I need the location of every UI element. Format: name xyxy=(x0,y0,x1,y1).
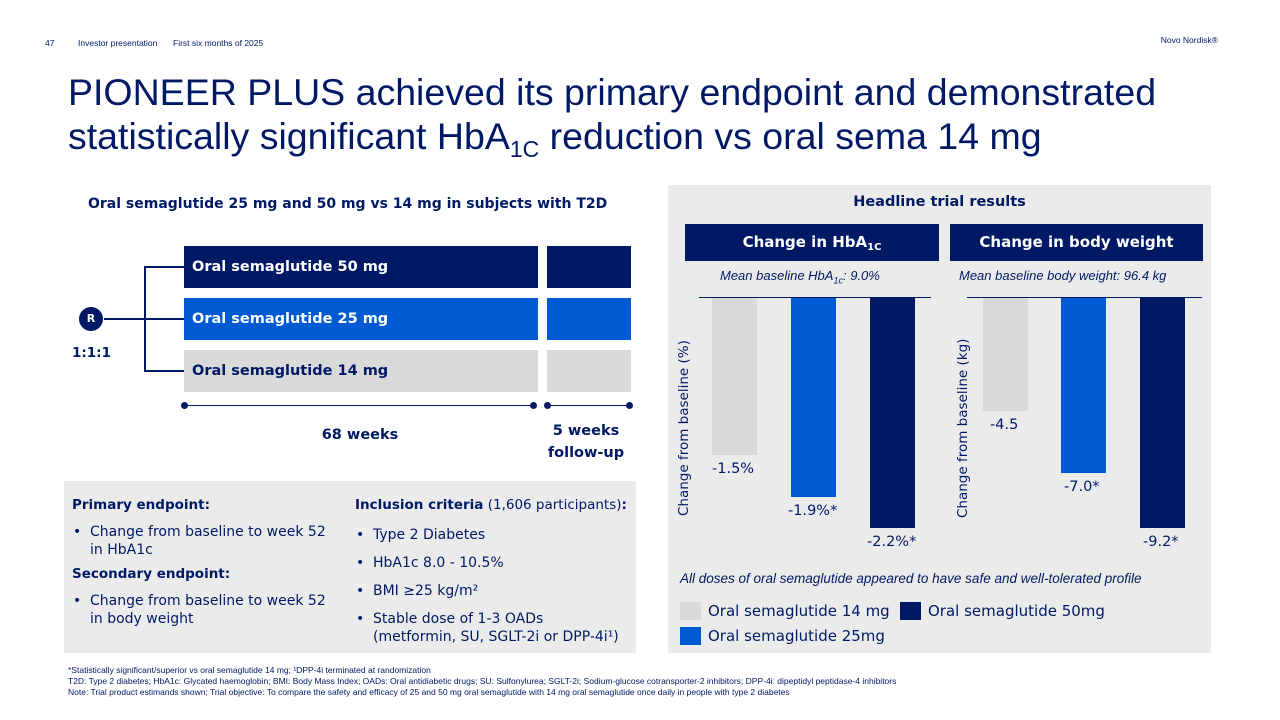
legend-item-25mg: Oral semaglutide 25mg xyxy=(680,627,885,645)
legend-label-25mg: Oral semaglutide 25mg xyxy=(708,627,885,645)
hba1c-baseline-pre: Mean baseline HbA xyxy=(720,268,834,283)
legend-swatch-25mg xyxy=(680,627,701,645)
bar-1 xyxy=(791,298,836,497)
timeline-followup xyxy=(548,405,630,406)
presentation-label: Investor presentation xyxy=(78,38,158,48)
bar-2 xyxy=(1140,298,1185,528)
legend-swatch-14mg xyxy=(680,602,701,620)
followup-14mg xyxy=(547,350,631,392)
hba1c-y-axis-label: Change from baseline (%) xyxy=(676,340,692,516)
page-title: PIONEER PLUS achieved its primary endpoi… xyxy=(68,70,1228,171)
timeline-dot xyxy=(181,402,188,409)
bar-data-label: -9.2* xyxy=(1143,534,1179,550)
bar-0 xyxy=(983,298,1028,411)
title-line-2: statistically significant HbA1C reductio… xyxy=(68,114,1228,171)
timeline-dot xyxy=(530,402,537,409)
timeline-dot xyxy=(626,402,633,409)
primary-endpoint-list: Change from baseline to week 52 in HbA1c xyxy=(72,523,342,564)
footnote: *Statistically significant/superior vs o… xyxy=(68,665,431,675)
followup-duration: 5 weeks follow-up xyxy=(536,420,636,464)
secondary-endpoint-list: Change from baseline to week 52 in body … xyxy=(72,592,342,633)
bar-data-label: -1.5% xyxy=(712,460,755,477)
inclusion-list: Type 2 Diabetes HbA1c 8.0 - 10.5% BMI ≥2… xyxy=(355,526,625,651)
weight-axis-line xyxy=(967,297,1202,298)
bar-data-label: -1.9%* xyxy=(788,502,838,519)
hba1c-axis-line xyxy=(699,297,931,298)
bar-2 xyxy=(870,298,915,528)
weight-chart-header: Change in body weight xyxy=(950,224,1203,261)
followup-line-2: follow-up xyxy=(547,445,625,461)
arm-14mg: Oral semaglutide 14 mg xyxy=(184,350,538,392)
bar-data-label: -7.0* xyxy=(1064,479,1100,495)
followup-25mg xyxy=(547,298,631,340)
randomization-stem xyxy=(104,318,144,320)
followup-50mg xyxy=(547,246,631,288)
inclusion-heading-label: Inclusion criteria xyxy=(355,497,484,513)
results-panel xyxy=(668,185,1211,653)
footnotes: *Statistically significant/superior vs o… xyxy=(68,665,896,698)
arm-connector-14 xyxy=(144,370,184,372)
legend-item-14mg: Oral semaglutide 14 mg xyxy=(680,602,890,620)
title-line-2-pre: statistically significant HbA xyxy=(68,115,510,157)
title-line-1: PIONEER PLUS achieved its primary endpoi… xyxy=(68,71,1157,113)
list-item: Change from baseline to week 52 in body … xyxy=(72,592,342,628)
inclusion-colon: : xyxy=(621,497,627,513)
bar-data-label: -2.2%* xyxy=(867,533,917,550)
treatment-duration: 68 weeks xyxy=(321,427,399,443)
weight-y-axis-label: Change from baseline (kg) xyxy=(955,338,971,518)
legend-label-50mg: Oral semaglutide 50mg xyxy=(928,602,1105,620)
inclusion-count: (1,606 participants) xyxy=(483,497,622,513)
inclusion-heading: Inclusion criteria (1,606 participants): xyxy=(355,497,627,513)
arm-connector-25 xyxy=(144,318,184,320)
footnote: Note: Trial product estimands shown; Tri… xyxy=(68,687,790,697)
hba1c-baseline-sub: 1c xyxy=(833,275,843,286)
bar-0 xyxy=(712,298,757,455)
results-title: Headline trial results xyxy=(853,194,1026,210)
design-title: Oral semaglutide 25 mg and 50 mg vs 14 m… xyxy=(88,196,608,212)
hba1c-baseline-post: : 9.0% xyxy=(842,268,880,283)
legend-label-14mg: Oral semaglutide 14 mg xyxy=(708,602,890,620)
primary-endpoint-heading: Primary endpoint: xyxy=(72,497,210,513)
list-item: HbA1c 8.0 - 10.5% xyxy=(355,554,625,572)
timeline-treatment xyxy=(184,405,534,406)
hba1c-baseline: Mean baseline HbA1c: 9.0% xyxy=(720,268,880,286)
hba1c-chart-header: Change in HbA1C xyxy=(685,224,939,261)
period-label: First six months of 2025 xyxy=(173,38,264,48)
weight-baseline: Mean baseline body weight: 96.4 kg xyxy=(959,268,1167,283)
list-item: BMI ≥25 kg/m² xyxy=(355,582,625,600)
list-item: Change from baseline to week 52 in HbA1c xyxy=(72,523,342,559)
timeline-dot xyxy=(544,402,551,409)
randomization-circle: R xyxy=(79,307,103,331)
legend-swatch-50mg xyxy=(900,602,921,620)
arm-50mg: Oral semaglutide 50 mg xyxy=(184,246,538,288)
secondary-endpoint-heading: Secondary endpoint: xyxy=(72,566,231,582)
list-item: Type 2 Diabetes xyxy=(355,526,625,544)
randomization-ratio: 1:1:1 xyxy=(72,345,111,361)
arm-25mg: Oral semaglutide 25 mg xyxy=(184,298,538,340)
bar-1 xyxy=(1061,298,1106,473)
followup-line-1: 5 weeks xyxy=(552,423,620,439)
bar-data-label: -4.5 xyxy=(990,416,1019,433)
title-line-2-post: reduction vs oral sema 14 mg xyxy=(539,115,1042,157)
hba1c-head-text: Change in HbA xyxy=(742,233,868,251)
arm-connector-50 xyxy=(144,266,184,268)
hba1c-head-sub: 1C xyxy=(867,242,882,253)
footnote: T2D: Type 2 diabetes; HbA1c: Glycated ha… xyxy=(68,676,897,686)
brand-label: Novo Nordisk® xyxy=(1160,35,1218,45)
title-line-2-sub: 1C xyxy=(509,136,540,162)
legend-item-50mg: Oral semaglutide 50mg xyxy=(900,602,1105,620)
safety-note: All doses of oral semaglutide appeared t… xyxy=(680,571,1142,586)
page-number: 47 xyxy=(45,38,55,48)
list-item: Stable dose of 1-3 OADs (metformin, SU, … xyxy=(355,610,625,646)
